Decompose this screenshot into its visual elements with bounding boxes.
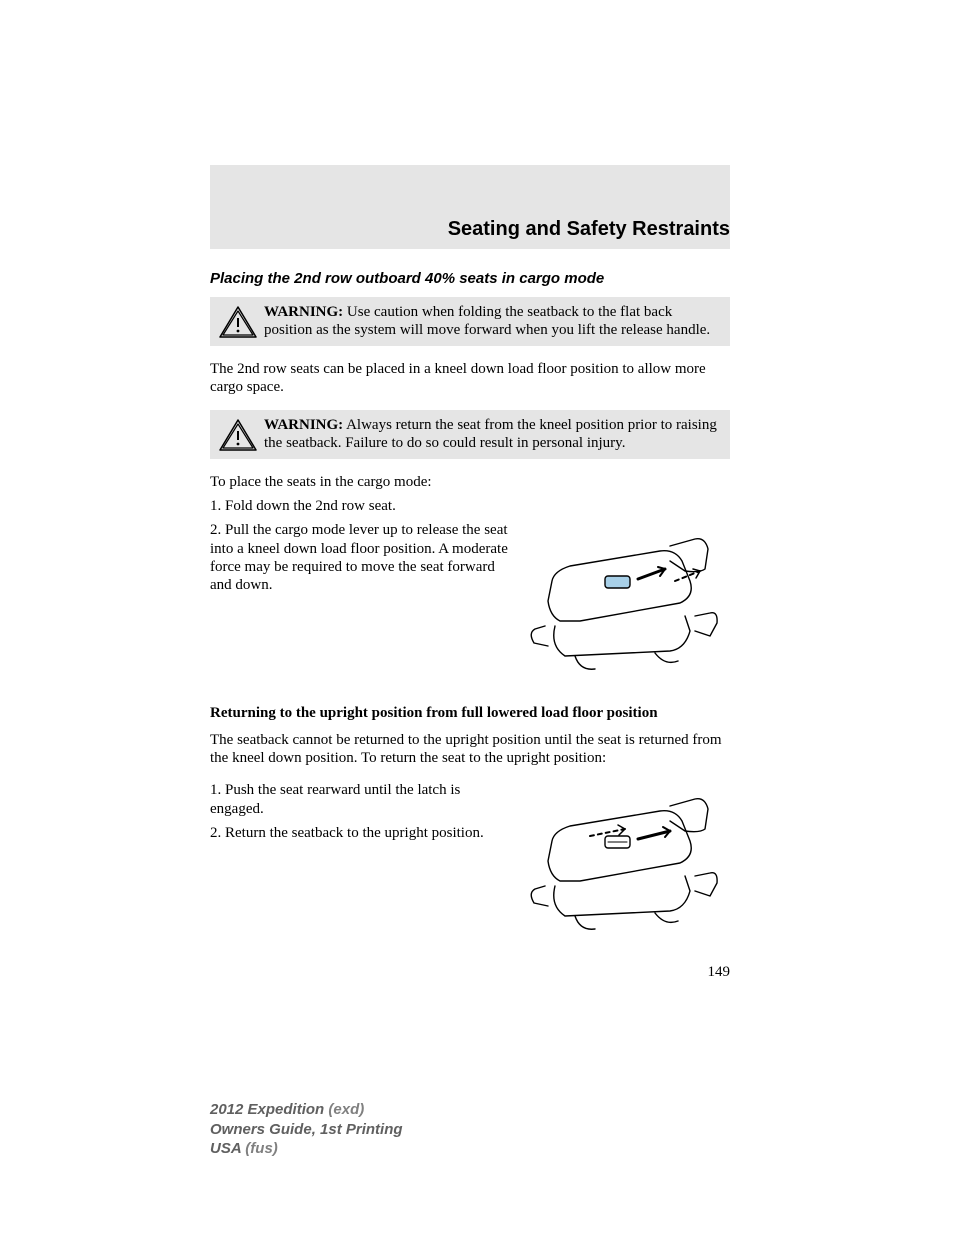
chapter-header-band: Seating and Safety Restraints xyxy=(210,165,730,249)
section2-heading: Returning to the upright position from f… xyxy=(210,704,730,722)
warning-triangle-icon xyxy=(218,418,258,452)
footer-region-code: (fus) xyxy=(241,1140,278,1157)
footer: 2012 Expedition (exd) Owners Guide, 1st … xyxy=(210,1100,730,1159)
step-2-1: 1. Push the seat rearward until the latc… xyxy=(210,781,512,818)
page-number: 149 xyxy=(210,964,730,981)
footer-guide: Owners Guide, 1st Printing xyxy=(210,1120,730,1140)
para-kneel-down: The 2nd row seats can be placed in a kne… xyxy=(210,360,730,397)
footer-model-code: (exd) xyxy=(324,1101,364,1118)
section1-heading: Placing the 2nd row outboard 40% seats i… xyxy=(210,270,730,287)
chapter-title: Seating and Safety Restraints xyxy=(448,218,730,241)
warning-label-2: WARNING: xyxy=(264,417,343,433)
warning-triangle-icon xyxy=(218,305,258,339)
seat-cargo-illustration xyxy=(520,521,730,681)
step-2-2: 2. Return the seatback to the upright po… xyxy=(210,824,512,842)
warning-box-1: WARNING: Use caution when folding the se… xyxy=(210,297,730,346)
cargo-intro: To place the seats in the cargo mode: xyxy=(210,473,730,491)
seat-upright-illustration xyxy=(520,781,730,941)
section2-para1: The seatback cannot be returned to the u… xyxy=(210,731,730,768)
footer-region: USA xyxy=(210,1140,241,1157)
warning-label-1: WARNING: xyxy=(264,304,343,320)
step-1-1: 1. Fold down the 2nd row seat. xyxy=(210,497,730,515)
footer-model: 2012 Expedition xyxy=(210,1101,324,1118)
warning-box-2: WARNING: Always return the seat from the… xyxy=(210,410,730,459)
step-1-2: 2. Pull the cargo mode lever up to relea… xyxy=(210,521,512,594)
